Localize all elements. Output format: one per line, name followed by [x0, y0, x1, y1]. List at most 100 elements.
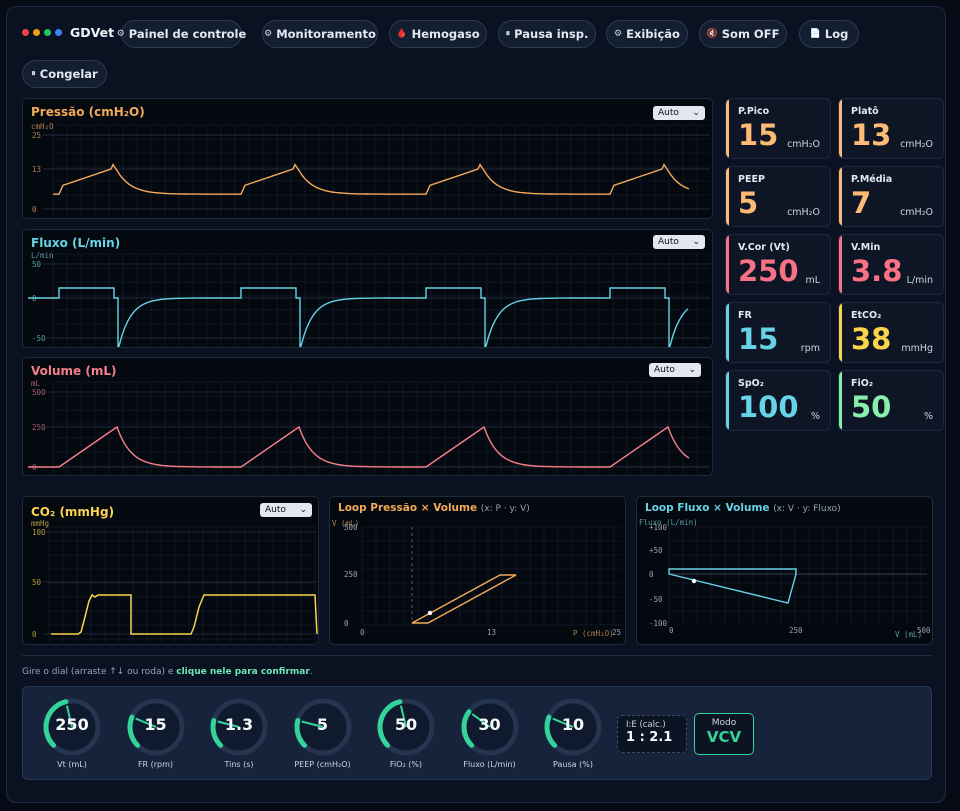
- axis-tick-label: 50: [32, 578, 42, 587]
- dial-value: 10: [561, 715, 585, 734]
- dial-knob[interactable]: [208, 696, 270, 758]
- dial-fluxo[interactable]: 30 Fluxo (L/min): [457, 696, 523, 769]
- dial-knob[interactable]: [41, 696, 103, 758]
- metric-card-v-cor: V.Cor (Vt) 250 mL: [725, 234, 831, 295]
- som-button[interactable]: 🔇 Som OFF: [699, 20, 787, 48]
- dial-value: 50: [394, 715, 418, 734]
- co2-scale-value: Auto: [265, 505, 286, 515]
- metric-unit: cmH₂O: [787, 139, 820, 150]
- axis-tick-label: 25: [32, 131, 41, 140]
- pausa-insp-button[interactable]: ⏸ Pausa insp.: [498, 20, 596, 48]
- monitoramento-button[interactable]: ⚙ Monitoramento: [262, 20, 378, 48]
- dial-hint: Gire o dial (arraste ↑↓ ou roda) e cliqu…: [22, 667, 313, 677]
- volume-scale-select[interactable]: Auto ⌄: [649, 363, 701, 377]
- painel-button[interactable]: ⚙ Painel de controle: [117, 20, 246, 48]
- hemogaso-button-label: Hemogaso: [411, 27, 480, 41]
- dial-fio2[interactable]: 50 FiO₂ (%): [373, 696, 439, 769]
- dial-vt[interactable]: 250 Vt (mL): [39, 696, 105, 769]
- dial-knob[interactable]: [292, 696, 354, 758]
- metric-label: V.Min: [851, 242, 881, 253]
- metric-label: FiO₂: [851, 378, 873, 389]
- axis-unit-label: mL: [31, 379, 41, 388]
- volume-wave-panel: Volume (mL) Auto ⌄ mL 500 250 0: [22, 357, 713, 476]
- pv-loop-subtitle: (x: P · y: V): [480, 504, 530, 514]
- chevron-down-icon: ⌄: [688, 365, 696, 375]
- ie-ratio-box: I:E (calc.) 1 : 2.1: [617, 715, 687, 753]
- hemogaso-button[interactable]: 🩸 Hemogaso: [389, 20, 487, 48]
- pressure-scale-select[interactable]: Auto ⌄: [653, 106, 705, 120]
- fv-loop-x-tick: 250: [789, 626, 803, 635]
- metric-card-plato: Platô 13 cmH₂O: [838, 98, 944, 159]
- dial-arc: [544, 714, 558, 748]
- co2-scale-select[interactable]: Auto ⌄: [260, 503, 312, 517]
- metric-card-fr: FR 15 rpm: [725, 302, 831, 363]
- divider: [22, 655, 932, 656]
- metric-value: 38: [851, 322, 892, 356]
- flow-wave-panel: Fluxo (L/min) Auto ⌄ L/min 50 0 -50: [22, 229, 713, 348]
- metric-accent-bar: [726, 371, 729, 430]
- dial-knob[interactable]: [375, 696, 437, 758]
- congelar-button[interactable]: ⏸ Congelar: [22, 60, 107, 88]
- dial-peep[interactable]: 5 PEEP (cmH₂O): [290, 696, 356, 769]
- fv-loop-cursor: [691, 578, 697, 584]
- dial-pausa[interactable]: 10 Pausa (%): [540, 696, 606, 769]
- dial-value: 5: [316, 715, 329, 734]
- pv-loop-y-label: V (mL): [332, 519, 359, 528]
- axis-tick-label: 0: [32, 630, 37, 639]
- metric-accent-bar: [726, 167, 729, 226]
- gear-icon: ⚙: [116, 29, 125, 39]
- dial-label: FiO₂ (%): [389, 760, 423, 769]
- co2-trace: [51, 593, 318, 635]
- dial-arc: [294, 718, 307, 748]
- dial-needle: [65, 705, 73, 728]
- fv-loop-x-label: V (mL): [895, 630, 922, 639]
- axis-tick-label: -50: [32, 334, 46, 343]
- axis-unit-label: cmH₂O: [31, 122, 54, 131]
- metric-unit: %: [923, 411, 933, 422]
- dial-needle: [399, 705, 407, 728]
- dial-fr[interactable]: 15 FR (rpm): [123, 696, 189, 769]
- mode-label: Modo: [711, 718, 737, 728]
- gear-icon: ⚙: [614, 29, 623, 39]
- flow-scale-select[interactable]: Auto ⌄: [653, 235, 705, 249]
- pv-loop-y-tick: 0: [344, 619, 349, 628]
- metric-accent-bar: [726, 303, 729, 362]
- axis-tick-label: 100: [32, 528, 46, 537]
- dial-row: I:E (calc.) 1 : 2.1 Modo VCV 250 Vt (mL) 1…: [22, 686, 932, 780]
- axis-tick-label: 50: [32, 260, 42, 269]
- dial-needle: [552, 717, 574, 728]
- metric-card-p-media: P.Média 7 cmH₂O: [838, 166, 944, 227]
- mode-value: VCV: [706, 728, 742, 746]
- dial-hint-bold: clique nele para confirmar: [176, 667, 310, 677]
- dial-tins[interactable]: 1.3 Tins (s): [206, 696, 272, 769]
- dial-knob[interactable]: [542, 696, 604, 758]
- metric-accent-bar: [839, 235, 842, 294]
- co2-wave-panel: CO₂ (mmHg) Auto ⌄ mmHg 100 50 0: [22, 496, 319, 645]
- monitoramento-button-label: Monitoramento: [276, 27, 376, 41]
- metric-unit: cmH₂O: [787, 207, 820, 218]
- metric-accent-bar: [839, 371, 842, 430]
- dial-knob[interactable]: [459, 696, 521, 758]
- dial-hint-text: Gire o dial (arraste ↑↓ ou roda) e: [22, 667, 177, 677]
- gear-icon: ⚙: [264, 29, 273, 39]
- mode-button[interactable]: Modo VCV: [694, 713, 754, 755]
- log-button[interactable]: 📄 Log: [799, 20, 859, 48]
- metric-card-spo2: SpO₂ 100%: [725, 370, 831, 431]
- metric-label: PEEP: [738, 174, 765, 185]
- exibicao-button[interactable]: ⚙ Exibição: [606, 20, 688, 48]
- metric-label: V.Cor (Vt): [738, 242, 790, 253]
- dial-arc: [43, 699, 69, 748]
- chevron-down-icon: ⌄: [299, 505, 307, 515]
- som-button-label: Som OFF: [721, 27, 780, 41]
- metric-card-fio2: FiO₂ 50%: [838, 370, 944, 431]
- pause-icon: ⏸: [505, 29, 511, 39]
- dial-arc: [210, 718, 224, 748]
- metric-unit: cmH₂O: [900, 207, 933, 218]
- blood-drop-icon: 🩸: [396, 29, 408, 39]
- pv-loop-x-label: P (cmH₂O): [573, 629, 614, 638]
- dial-knob[interactable]: [125, 696, 187, 758]
- chevron-down-icon: ⌄: [692, 237, 700, 247]
